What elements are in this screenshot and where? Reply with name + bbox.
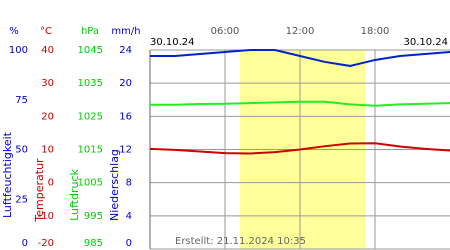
y-tick-label: 20 (119, 78, 132, 89)
x-tick-label: 18:00 (361, 26, 390, 37)
y-tick-label: -20 (38, 238, 54, 249)
y-tick-label: 0 (48, 178, 54, 189)
created-label: Erstellt: 21.11.2024 10:35 (175, 236, 306, 247)
date-label: 30.10.24 (403, 37, 448, 48)
y-tick-label: 1025 (78, 111, 103, 122)
axis-title: Temperatur (33, 158, 46, 223)
y-tick-label: 16 (119, 111, 132, 122)
x-tick-label: 06:00 (211, 26, 240, 37)
axis-title: Luftdruck (68, 168, 81, 220)
axis-unit: % (9, 26, 19, 37)
series-line (150, 49, 450, 67)
y-tick-label: 995 (84, 211, 103, 222)
axis-unit: hPa (81, 26, 99, 37)
axis-unit: °C (40, 26, 52, 37)
series-line (150, 100, 450, 107)
y-tick-label: 75 (15, 95, 28, 106)
y-tick-label: 25 (15, 194, 28, 205)
y-tick-label: 40 (41, 45, 54, 56)
y-tick-label: 985 (84, 238, 103, 249)
y-tick-label: 8 (126, 178, 132, 189)
y-tick-label: 0 (22, 238, 28, 249)
axis-unit: mm/h (111, 26, 140, 37)
y-tick-label: 24 (119, 45, 132, 56)
y-tick-label: 50 (15, 145, 28, 156)
y-tick-label: 10 (41, 145, 54, 156)
x-tick-label: 12:00 (286, 26, 315, 37)
y-tick-label: 30 (41, 78, 54, 89)
y-tick-label: 12 (119, 145, 132, 156)
series-line (149, 142, 450, 155)
date-label: 30.10.24 (150, 37, 195, 48)
y-tick-label: 20 (41, 111, 54, 122)
y-tick-label: 1015 (78, 145, 103, 156)
y-tick-label: -10 (38, 211, 54, 222)
axis-title: Luftfeuchtigkeit (1, 131, 14, 218)
y-tick-label: 100 (9, 45, 28, 56)
y-tick-label: 1005 (78, 178, 103, 189)
y-tick-label: 4 (126, 211, 132, 222)
y-tick-label: 1045 (78, 45, 103, 56)
y-tick-label: 1035 (78, 78, 103, 89)
y-tick-label: 0 (126, 238, 132, 249)
axis-title: Niederschlag (108, 149, 121, 221)
